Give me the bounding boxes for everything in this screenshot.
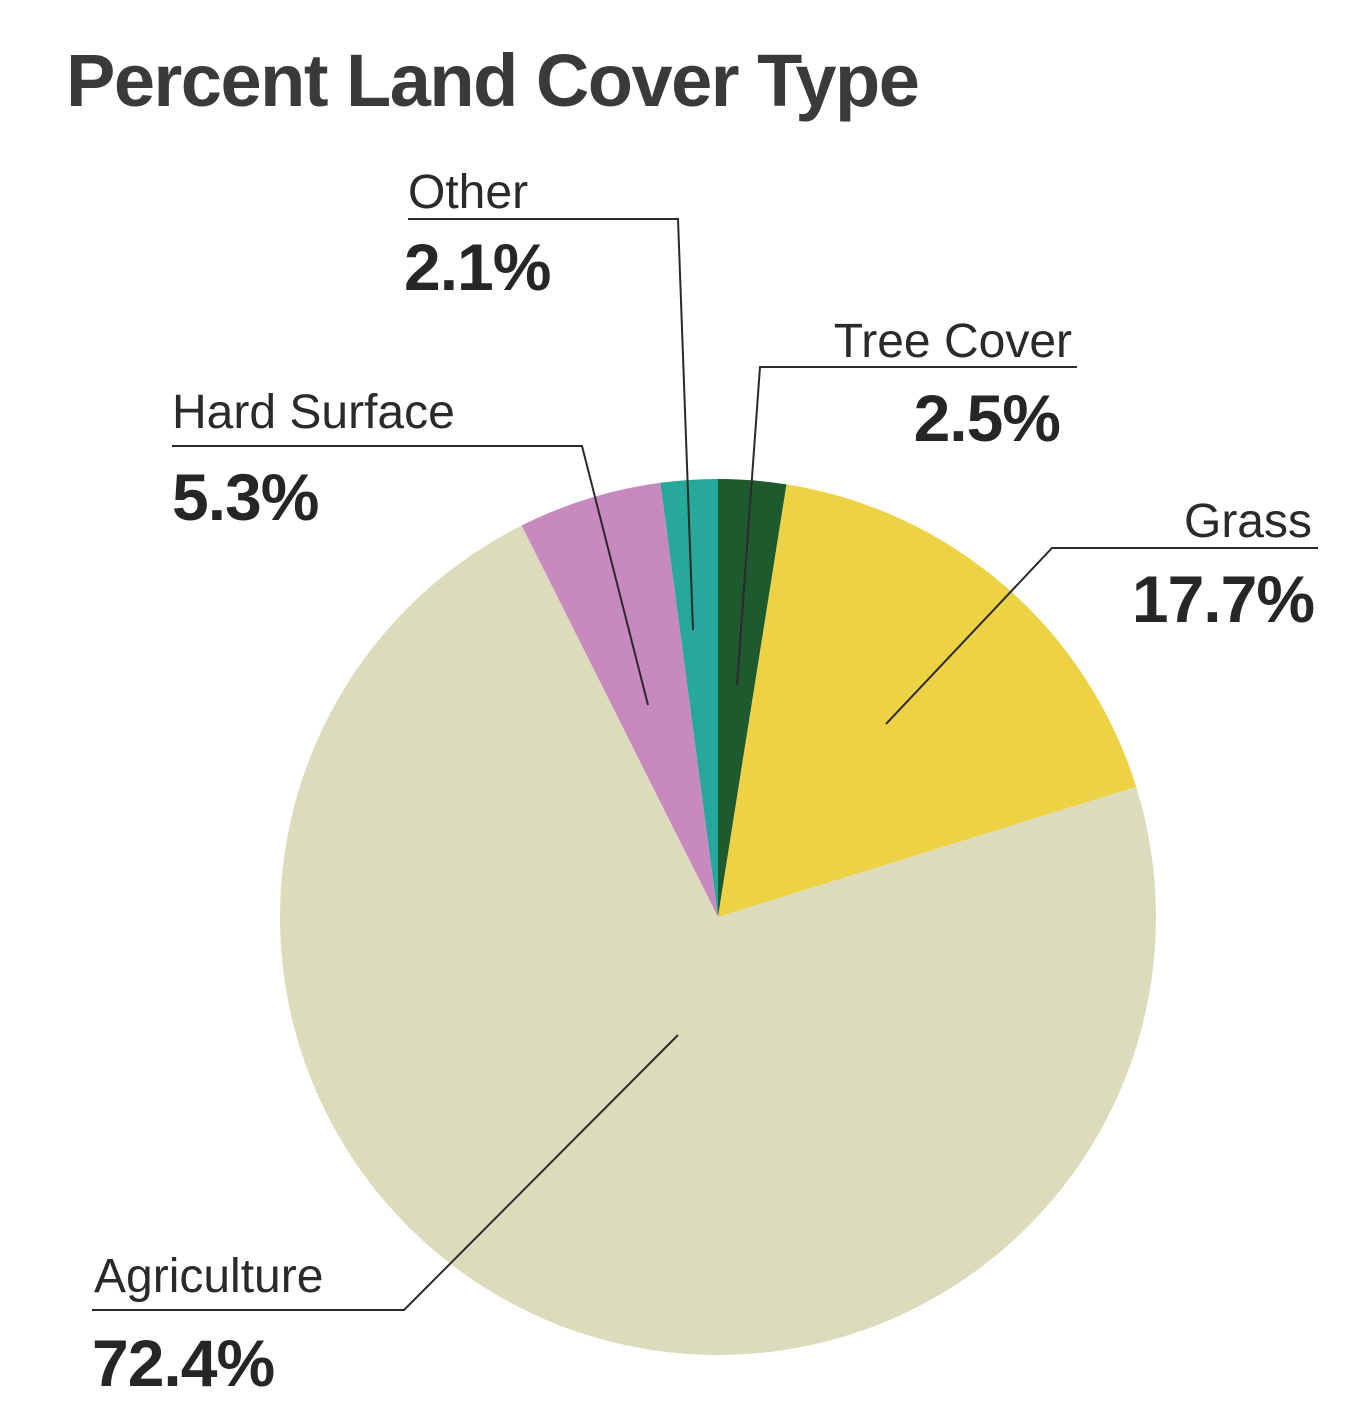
leader-line-grass xyxy=(885,547,1318,725)
value-label: 17.7% xyxy=(1132,562,1314,636)
value-label: 2.5% xyxy=(914,381,1060,455)
pie-slices xyxy=(279,479,1156,1356)
value-label: 5.3% xyxy=(172,460,318,534)
leader-line-tree-cover xyxy=(736,366,1077,686)
category-label: Hard Surface xyxy=(172,386,455,439)
category-label: Tree Cover xyxy=(834,315,1072,368)
slice-label-grass: Grass 17.7% xyxy=(1132,495,1315,636)
leader-line-hard-surface xyxy=(172,445,649,706)
chart-title: Percent Land Cover Type xyxy=(66,39,918,122)
leader-line-other xyxy=(408,218,694,631)
pie-slice-tree-cover xyxy=(718,479,787,917)
leader-lines xyxy=(92,218,1318,1311)
category-label: Other xyxy=(408,166,528,219)
leader-line-agriculture xyxy=(92,1034,679,1311)
category-label: Grass xyxy=(1184,495,1312,548)
category-label: Agriculture xyxy=(94,1250,323,1303)
value-label: 2.1% xyxy=(404,230,550,304)
slice-label-agriculture: Agriculture 72.4% xyxy=(92,1250,323,1400)
pie-slice-other xyxy=(660,479,718,917)
slice-label-other: Other 2.1% xyxy=(404,166,551,304)
value-label: 72.4% xyxy=(92,1326,274,1400)
pie-slice-hard-surface xyxy=(521,482,718,917)
slice-label-hard-surface: Hard Surface 5.3% xyxy=(172,386,455,534)
pie-slice-agriculture xyxy=(279,525,1156,1356)
pie-slice-grass xyxy=(718,484,1137,917)
slice-label-tree-cover: Tree Cover 2.5% xyxy=(834,315,1072,455)
